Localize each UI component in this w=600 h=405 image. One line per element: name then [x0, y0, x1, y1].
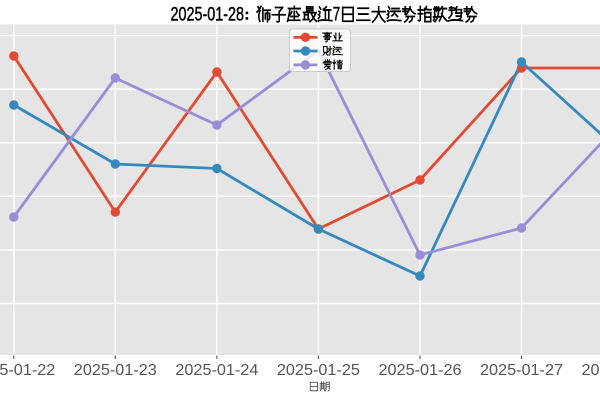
svg-text:2025-01-23: 2025-01-23 — [74, 362, 157, 379]
svg-text:2025-01-28: 2025-01-28 — [171, 5, 245, 26]
svg-text:2025-01-24: 2025-01-24 — [175, 362, 258, 379]
svg-text:2025-01-27: 2025-01-27 — [480, 362, 563, 379]
svg-text:2025-01-28: 2025-01-28 — [582, 362, 600, 379]
svg-text:2025-01-26: 2025-01-26 — [379, 362, 462, 379]
svg-text:2025-01-25: 2025-01-25 — [277, 362, 360, 379]
svg-text:7: 7 — [333, 5, 340, 26]
svg-text:2025-01-22: 2025-01-22 — [0, 362, 55, 379]
